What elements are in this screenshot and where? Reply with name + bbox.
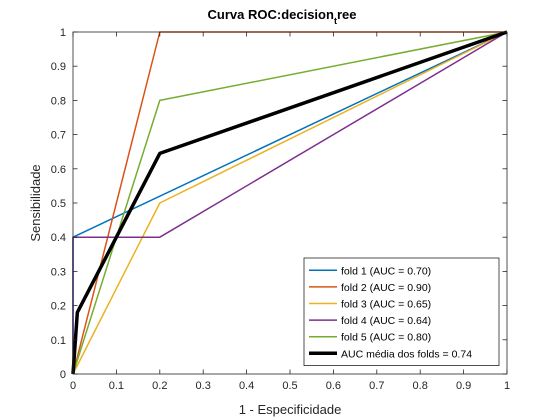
series-line-3 [72, 31, 508, 375]
axes-layer: 0 0.1 0.2 0.3 0.4 0.5 0.6 0.7 0.8 0.9 1 0 0.1 0.2 0.3 0… [51, 27, 510, 392]
y-tick-label: 0.1 [51, 335, 66, 347]
y-tick-label: 0.5 [51, 198, 66, 210]
y-tick-label: 0.3 [51, 266, 66, 278]
x-axis-label: 1 - Especificidade [239, 402, 342, 417]
legend-entry-3: fold 3 (AUC = 0.65) [341, 299, 431, 311]
x-tick-label: 0.8 [413, 380, 428, 392]
x-tick-label: 0.5 [282, 380, 297, 392]
y-tick-label: 0.9 [51, 61, 66, 73]
x-tick-label: 0.3 [196, 380, 211, 392]
chart-title-tail: ree [337, 7, 357, 22]
y-tick-label: 0.7 [51, 130, 66, 142]
y-tick-label: 0.2 [51, 301, 66, 313]
chart-title-main: Curva ROC:decision [208, 7, 334, 22]
x-tick-label: 0 [70, 380, 76, 392]
y-tick-label: 0.8 [51, 95, 66, 107]
chart-title-subscript: t [334, 16, 337, 26]
legend: fold 1 (AUC = 0.70) fold 2 (AUC = 0.90) fo… [303, 257, 500, 366]
y-tick-label: 0 [60, 369, 66, 381]
x-tick-label: 0.4 [239, 380, 254, 392]
x-tick-label: 0.6 [326, 380, 341, 392]
legend-entry-5: fold 5 (AUC = 0.80) [341, 332, 431, 344]
x-tick-label: 0.7 [369, 380, 384, 392]
series-line-6 [71, 30, 508, 375]
legend-entry-4: fold 4 (AUC = 0.64) [341, 315, 431, 327]
legend-entry-1: fold 1 (AUC = 0.70) [341, 265, 431, 277]
y-tick-label: 0.6 [51, 164, 66, 176]
legend-box [303, 257, 500, 366]
legend-entry-2: fold 2 (AUC = 0.90) [341, 282, 431, 294]
legend-entry-6: AUC média dos folds = 0.74 [341, 348, 472, 360]
series-line-5 [72, 31, 508, 375]
y-tick-label: 1 [60, 27, 66, 39]
x-tick-label: 0.9 [456, 380, 471, 392]
y-axis-label: Sensibilidade [28, 164, 43, 241]
y-tick-label: 0.4 [51, 232, 66, 244]
x-tick-label: 1 [504, 380, 510, 392]
chart-title: Curva ROC:decisiontree [208, 7, 357, 26]
x-tick-label: 0.1 [109, 380, 124, 392]
x-tick-label: 0.2 [152, 380, 167, 392]
